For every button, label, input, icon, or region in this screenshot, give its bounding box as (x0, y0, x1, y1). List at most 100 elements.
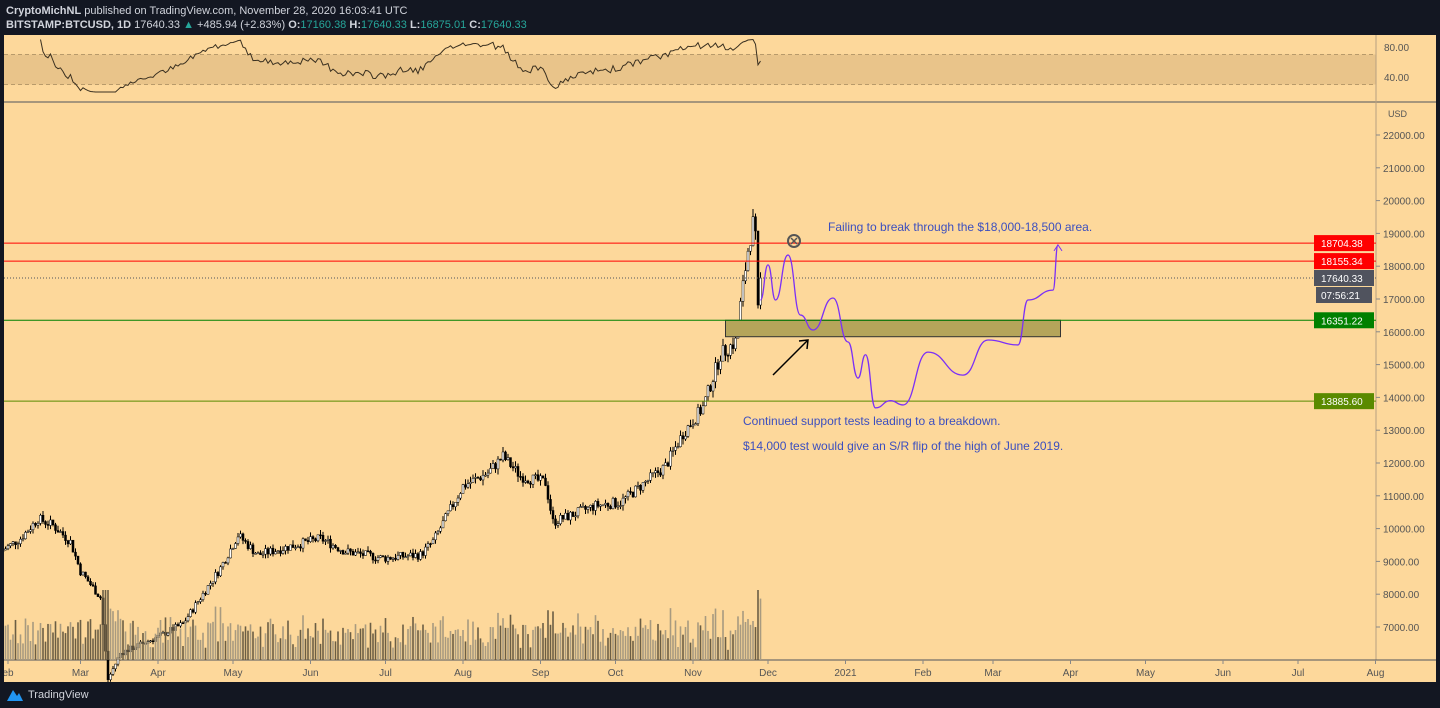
volume-bar (59, 623, 62, 660)
candle (291, 544, 295, 548)
footer: TradingView (6, 688, 89, 702)
candle (561, 515, 565, 520)
candle (686, 425, 690, 437)
candle (696, 407, 700, 424)
volume-bar (419, 630, 422, 660)
volume-bar (357, 633, 359, 660)
volume-bar (324, 629, 327, 660)
y-tick-label: 9000.00 (1383, 557, 1420, 568)
chart-svg[interactable]: 80.00 40.00 USD 22000.00 21000.00 20000.00 190… (1, 35, 1436, 683)
candle (281, 550, 285, 554)
price-label-text: 18155.34 (1321, 257, 1363, 268)
volume-bar (282, 626, 284, 660)
open-value: 17160.38 (300, 19, 347, 31)
volume-bar (597, 620, 599, 660)
volume-bar (514, 628, 517, 660)
volume-bar (79, 619, 82, 660)
candle (61, 531, 65, 536)
volume-bar (239, 625, 242, 660)
candle (694, 423, 697, 426)
volume-bar (624, 635, 627, 660)
candle (576, 507, 580, 517)
volume-bar (462, 629, 464, 660)
candle (361, 553, 365, 556)
volume-bar (469, 644, 472, 660)
candle (204, 593, 207, 595)
volume-bar (162, 642, 164, 660)
volume-bar (529, 647, 532, 660)
x-tick-label: Mar (984, 668, 1002, 679)
volume-bar (702, 630, 704, 660)
candle (621, 497, 625, 506)
candle (381, 555, 385, 557)
candle (551, 510, 555, 520)
volume-bar (414, 623, 417, 660)
volume-bar (289, 634, 292, 660)
candle (66, 540, 70, 545)
chart-header: CryptoMichNL published on TradingView.co… (6, 4, 527, 32)
up-arrow-icon: ▲ (183, 19, 194, 31)
volume-bar (14, 619, 17, 660)
volume-bar (367, 647, 369, 660)
volume-bar (249, 624, 252, 660)
volume-bar (384, 618, 387, 660)
volume-bar (604, 645, 607, 660)
candle (709, 385, 712, 392)
candle (464, 484, 467, 488)
volume-bar (84, 637, 87, 660)
volume-bar (447, 637, 449, 660)
volume-bar (572, 625, 574, 660)
volume-bar (522, 624, 524, 660)
volume-bar (229, 623, 232, 660)
volume-bar (567, 636, 569, 660)
volume-bar (454, 629, 457, 660)
candle (521, 476, 525, 483)
candle (554, 518, 557, 526)
volume-bar (619, 630, 622, 660)
candle (26, 531, 30, 533)
volume-bar (592, 634, 594, 660)
volume-bar (647, 629, 649, 660)
candle (484, 474, 487, 477)
volume-bar (479, 638, 482, 660)
volume-bar (109, 608, 112, 660)
volume-bar (207, 622, 209, 660)
candle (284, 546, 287, 551)
volume-bar (599, 641, 602, 660)
symbol: BITSTAMP:BTCUSD, 1D (6, 19, 132, 31)
price-label-tag (1314, 269, 1374, 286)
volume-bar (179, 628, 182, 660)
chart-area[interactable]: 80.00 40.00 USD 22000.00 21000.00 20000.00 190… (1, 35, 1436, 683)
candle (279, 550, 282, 554)
volume-bar (77, 622, 79, 660)
candle (504, 451, 507, 460)
candle (246, 541, 250, 549)
publisher[interactable]: CryptoMichNL (6, 5, 82, 17)
volume-bar (259, 626, 262, 660)
volume-bar (82, 643, 84, 660)
projection-path (759, 244, 1059, 409)
x-tick-label: Apr (1063, 668, 1079, 679)
volume-bar (417, 630, 419, 660)
candle (14, 541, 17, 546)
candle (609, 506, 612, 510)
volume-bar (434, 626, 437, 660)
candle (364, 550, 367, 556)
x-tick-label: Feb (914, 668, 932, 679)
volume-bar (4, 625, 7, 660)
volume-bar (182, 645, 184, 660)
volume-bar (149, 647, 152, 660)
low-label: L: (409, 19, 421, 31)
volume-bar (144, 631, 147, 660)
candle (349, 548, 352, 552)
candle (94, 585, 97, 595)
volume-bar (442, 616, 444, 660)
candle (309, 536, 312, 542)
candle (461, 484, 465, 494)
candle (516, 466, 520, 477)
candle (659, 472, 662, 476)
volume-bar (344, 632, 347, 660)
candle (466, 483, 470, 488)
volume-bar (269, 618, 272, 660)
candle (411, 552, 415, 558)
